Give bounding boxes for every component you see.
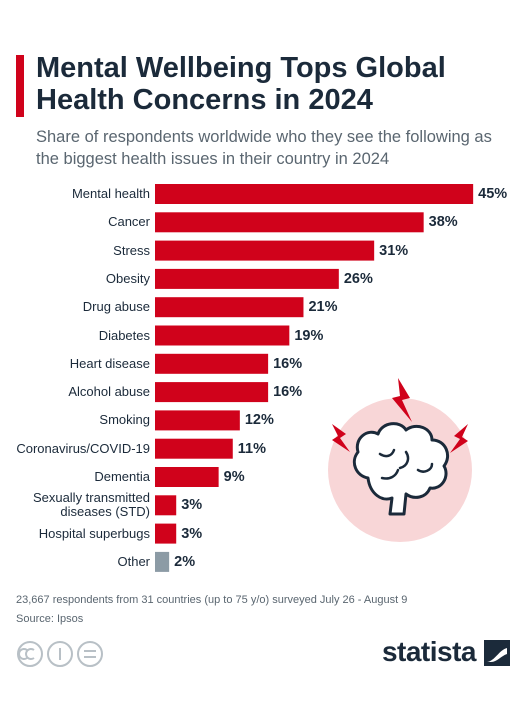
category-label: Dementia xyxy=(94,469,150,484)
value-label: 21% xyxy=(308,299,338,316)
value-label: 19% xyxy=(294,327,324,344)
category-label: Hospital superbugs xyxy=(38,525,150,541)
brand-logo xyxy=(484,640,510,666)
bar xyxy=(155,240,375,261)
source: Source: Ipsos xyxy=(16,613,84,625)
bar xyxy=(155,268,339,289)
bar xyxy=(155,467,219,487)
bar xyxy=(155,353,269,374)
category-label: Stress xyxy=(113,242,150,258)
category-label: Cancer xyxy=(108,214,150,230)
category-label: Obesity xyxy=(105,270,150,286)
value-label: 12% xyxy=(244,412,274,429)
bar xyxy=(155,382,269,403)
category-label: Smoking xyxy=(99,412,150,428)
brand: statista xyxy=(381,636,477,667)
value-label: 9% xyxy=(223,469,245,485)
value-label: 16% xyxy=(273,384,303,401)
bar xyxy=(155,523,177,544)
bar xyxy=(155,410,240,431)
value-label: 26% xyxy=(343,270,373,287)
category-label: Mental health xyxy=(71,186,150,201)
category-label: Sexually transmitted diseases (STD) xyxy=(32,490,150,520)
chart-subtitle: Share of respondents worldwide who they … xyxy=(36,128,492,168)
value-label: 2% xyxy=(174,553,196,570)
license-icons xyxy=(17,641,103,667)
value-label: 11% xyxy=(237,440,266,457)
category-label: Heart disease xyxy=(69,355,150,371)
category-label: Other xyxy=(117,553,150,569)
chart-title: Mental Wellbeing Tops Global Health Conc… xyxy=(36,52,446,116)
value-label: 3% xyxy=(181,525,203,542)
value-label: 3% xyxy=(181,497,203,514)
note: 23,667 respondents from 31 countries (up… xyxy=(16,594,408,606)
bar xyxy=(155,495,177,516)
value-label: 31% xyxy=(379,242,409,259)
bar xyxy=(155,212,424,233)
illustration xyxy=(328,378,472,542)
bar xyxy=(155,438,233,459)
bar xyxy=(155,184,474,204)
bar xyxy=(155,551,170,572)
value-label: 16% xyxy=(273,355,303,372)
value-label: 38% xyxy=(428,214,458,231)
category-label: Coronavirus/COVID-19 xyxy=(16,440,150,456)
accent-bar xyxy=(16,55,24,117)
value-label: 45% xyxy=(478,186,508,202)
category-label: Diabetes xyxy=(98,327,150,343)
category-label: Drug abuse xyxy=(82,299,150,315)
category-label: Alcohol abuse xyxy=(68,384,150,400)
bar xyxy=(155,297,304,318)
bar xyxy=(155,325,290,346)
